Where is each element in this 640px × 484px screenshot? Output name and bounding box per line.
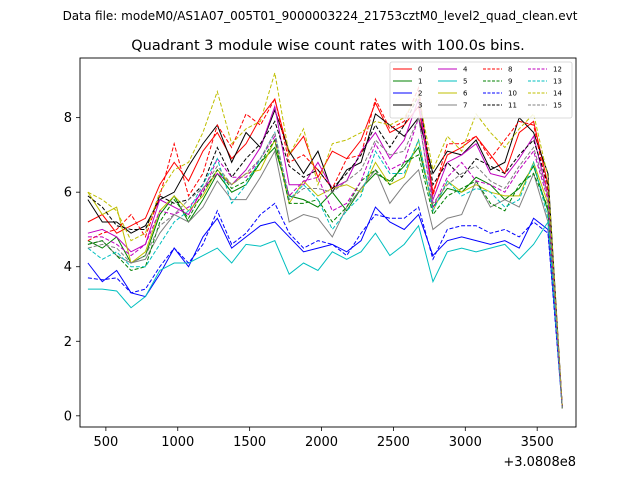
legend-item-15: 15 <box>528 102 562 110</box>
series-line-11 <box>87 93 563 409</box>
legend-item-7: 7 <box>438 102 467 110</box>
x-tick-label: 3500 <box>521 435 554 450</box>
y-axis: 0 2 4 6 8 <box>64 111 80 424</box>
legend-label: 1 <box>418 78 422 86</box>
legend-item-2: 2 <box>393 90 422 98</box>
figure-suptitle: Data file: modeM0/AS1A07_005T01_90000032… <box>63 9 578 23</box>
legend-item-9: 9 <box>483 78 512 86</box>
legend-label: 12 <box>553 66 562 74</box>
legend-item-8: 8 <box>483 66 512 74</box>
legend-label: 3 <box>418 102 422 110</box>
x-tick-label: 2000 <box>305 435 338 450</box>
legend-label: 4 <box>463 66 468 74</box>
y-tick-label: 8 <box>64 111 72 126</box>
legend-item-1: 1 <box>393 78 422 86</box>
series-line-0 <box>87 97 563 409</box>
series-line-7 <box>87 149 563 409</box>
x-axis: 500 1000 1500 2000 2500 3000 3500 <box>93 427 554 450</box>
x-tick-label: 2500 <box>377 435 410 450</box>
x-tick-label: 1000 <box>161 435 194 450</box>
legend-label: 5 <box>463 78 467 86</box>
series-line-4 <box>87 98 563 409</box>
series-line-14 <box>87 72 563 409</box>
x-tick-label: 500 <box>93 435 118 450</box>
legend-item-6: 6 <box>438 90 468 98</box>
series-line-5 <box>87 220 563 409</box>
series-line-2 <box>87 206 563 409</box>
series-line-6 <box>87 138 563 409</box>
legend-box <box>389 61 573 119</box>
legend-label: 8 <box>508 66 512 74</box>
legend-item-13: 13 <box>528 78 562 86</box>
legend-item-0: 0 <box>393 66 422 74</box>
legend-item-10: 10 <box>483 90 517 98</box>
x-tick-label: 3000 <box>449 435 482 450</box>
legend-label: 9 <box>508 78 512 86</box>
legend-item-14: 14 <box>528 90 562 98</box>
legend-item-3: 3 <box>393 102 422 110</box>
y-tick-label: 0 <box>64 409 72 424</box>
legend-label: 15 <box>553 102 562 110</box>
series-line-10 <box>87 202 563 409</box>
y-tick-label: 2 <box>64 335 72 350</box>
series-line-1 <box>87 146 563 409</box>
legend-label: 11 <box>508 102 517 110</box>
series-line-13 <box>87 131 563 409</box>
x-tick-label: 1500 <box>233 435 266 450</box>
series-line-9 <box>87 138 563 409</box>
legend-item-5: 5 <box>438 78 467 86</box>
legend-item-12: 12 <box>528 66 562 74</box>
y-tick-label: 4 <box>64 260 72 275</box>
legend-label: 7 <box>463 102 467 110</box>
chart-title: Quadrant 3 module wise count rates with … <box>131 38 525 54</box>
legend-label: 2 <box>418 90 422 98</box>
legend-item-11: 11 <box>483 102 517 110</box>
legend-label: 13 <box>553 78 562 86</box>
series-line-15 <box>87 115 563 409</box>
legend-label: 10 <box>508 90 517 98</box>
y-tick-label: 6 <box>64 186 72 201</box>
series-line-12 <box>87 117 563 409</box>
series-line-3 <box>87 108 563 409</box>
legend-item-4: 4 <box>438 66 468 74</box>
legend-label: 0 <box>418 66 422 74</box>
x-axis-offset-label: +3.0808e8 <box>503 455 576 470</box>
plot-area <box>87 72 563 409</box>
axes-frame <box>79 57 577 428</box>
legend-label: 14 <box>553 90 562 98</box>
legend-label: 6 <box>463 90 468 98</box>
